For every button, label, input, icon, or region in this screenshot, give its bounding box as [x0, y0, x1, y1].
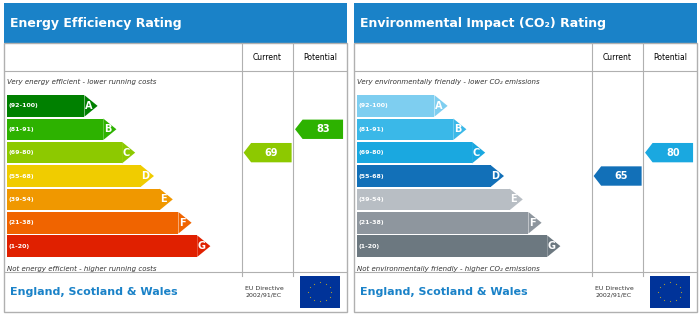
Text: E: E: [160, 194, 167, 204]
Bar: [7, 235, 197, 257]
Text: Not energy efficient - higher running costs: Not energy efficient - higher running co…: [7, 266, 156, 272]
Polygon shape: [141, 165, 154, 187]
Polygon shape: [528, 212, 542, 233]
Text: Not environmentally friendly - higher CO₂ emissions: Not environmentally friendly - higher CO…: [357, 266, 540, 272]
Text: C: C: [473, 148, 480, 158]
Bar: [357, 212, 528, 233]
Text: (69-80): (69-80): [8, 150, 34, 155]
Bar: [7, 142, 122, 163]
Bar: [357, 165, 491, 187]
Polygon shape: [645, 143, 693, 162]
Bar: [357, 189, 510, 210]
Polygon shape: [160, 189, 173, 210]
Bar: [7, 212, 178, 233]
Bar: [300, 276, 340, 308]
Text: Environmental Impact (CO₂) Rating: Environmental Impact (CO₂) Rating: [360, 17, 606, 30]
Polygon shape: [122, 142, 135, 163]
Text: G: G: [198, 241, 206, 251]
Polygon shape: [547, 235, 561, 257]
Text: E: E: [510, 194, 517, 204]
Text: A: A: [85, 101, 92, 111]
Polygon shape: [510, 189, 523, 210]
Polygon shape: [491, 165, 504, 187]
Bar: [354, 3, 696, 43]
Text: EU Directive
2002/91/EC: EU Directive 2002/91/EC: [595, 286, 634, 297]
Text: 83: 83: [316, 124, 330, 134]
Text: Potential: Potential: [653, 53, 687, 62]
Text: Current: Current: [253, 53, 282, 62]
Bar: [357, 142, 472, 163]
Text: G: G: [548, 241, 556, 251]
Text: (39-54): (39-54): [8, 197, 34, 202]
Text: Very energy efficient - lower running costs: Very energy efficient - lower running co…: [7, 79, 156, 85]
Text: Energy Efficiency Rating: Energy Efficiency Rating: [10, 17, 182, 30]
Bar: [650, 276, 690, 308]
Text: Current: Current: [603, 53, 632, 62]
Text: Very environmentally friendly - lower CO₂ emissions: Very environmentally friendly - lower CO…: [357, 79, 540, 85]
Text: England, Scotland & Wales: England, Scotland & Wales: [360, 287, 528, 297]
Polygon shape: [85, 95, 97, 117]
Polygon shape: [104, 118, 116, 140]
Polygon shape: [472, 142, 485, 163]
Bar: [7, 165, 141, 187]
Text: 65: 65: [615, 171, 628, 181]
Text: (81-91): (81-91): [358, 127, 384, 132]
Polygon shape: [295, 120, 343, 139]
Text: Potential: Potential: [303, 53, 337, 62]
Text: D: D: [491, 171, 500, 181]
Text: EU Directive
2002/91/EC: EU Directive 2002/91/EC: [245, 286, 284, 297]
Polygon shape: [244, 143, 292, 162]
Bar: [4, 43, 346, 312]
Text: B: B: [454, 124, 461, 134]
Text: (55-68): (55-68): [358, 174, 384, 179]
Text: (21-38): (21-38): [8, 220, 34, 225]
Polygon shape: [454, 118, 466, 140]
Bar: [7, 118, 104, 140]
Text: England, Scotland & Wales: England, Scotland & Wales: [10, 287, 178, 297]
Polygon shape: [178, 212, 192, 233]
Text: (92-100): (92-100): [358, 103, 389, 108]
Polygon shape: [435, 95, 447, 117]
Text: F: F: [529, 218, 536, 228]
Polygon shape: [594, 166, 642, 186]
Text: 69: 69: [265, 148, 278, 158]
Text: (21-38): (21-38): [358, 220, 384, 225]
Text: B: B: [104, 124, 111, 134]
Text: (39-54): (39-54): [358, 197, 384, 202]
Text: F: F: [179, 218, 186, 228]
Bar: [354, 43, 696, 312]
Text: (1-20): (1-20): [358, 243, 380, 249]
Text: (92-100): (92-100): [8, 103, 38, 108]
Bar: [357, 235, 547, 257]
Bar: [357, 95, 435, 117]
Text: (1-20): (1-20): [8, 243, 30, 249]
Polygon shape: [197, 235, 211, 257]
Bar: [4, 3, 346, 43]
Text: D: D: [141, 171, 150, 181]
Text: C: C: [122, 148, 130, 158]
Text: (81-91): (81-91): [8, 127, 34, 132]
Text: (55-68): (55-68): [8, 174, 34, 179]
Text: A: A: [435, 101, 442, 111]
Bar: [357, 118, 454, 140]
Text: (69-80): (69-80): [358, 150, 384, 155]
Text: 80: 80: [666, 148, 680, 158]
Bar: [7, 189, 160, 210]
Bar: [7, 95, 85, 117]
